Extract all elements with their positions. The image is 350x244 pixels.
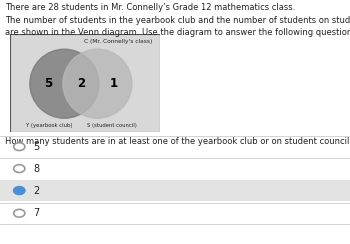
Text: C (Mr. Connelly's class): C (Mr. Connelly's class) bbox=[84, 40, 153, 44]
Text: are shown in the Venn diagram. Use the diagram to answer the following questions: are shown in the Venn diagram. Use the d… bbox=[5, 28, 350, 37]
Circle shape bbox=[30, 49, 99, 118]
Circle shape bbox=[63, 49, 132, 118]
Text: 8: 8 bbox=[33, 164, 39, 173]
Text: The number of students in the yearbook club and the number of students on studen: The number of students in the yearbook c… bbox=[5, 16, 350, 25]
FancyBboxPatch shape bbox=[10, 34, 161, 132]
Text: Y (yearbook club): Y (yearbook club) bbox=[26, 123, 72, 128]
Text: 2: 2 bbox=[77, 77, 85, 90]
Text: S (student council): S (student council) bbox=[88, 123, 137, 128]
Text: 5: 5 bbox=[33, 142, 40, 152]
Text: 2: 2 bbox=[33, 186, 40, 195]
Text: 7: 7 bbox=[33, 208, 40, 218]
Text: 5: 5 bbox=[44, 77, 52, 90]
Text: How many students are in at least one of the yearbook club or on student council: How many students are in at least one of… bbox=[5, 137, 350, 146]
Text: There are 28 students in Mr. Connelly’s Grade 12 mathematics class.: There are 28 students in Mr. Connelly’s … bbox=[5, 3, 295, 12]
Text: 1: 1 bbox=[110, 77, 118, 90]
